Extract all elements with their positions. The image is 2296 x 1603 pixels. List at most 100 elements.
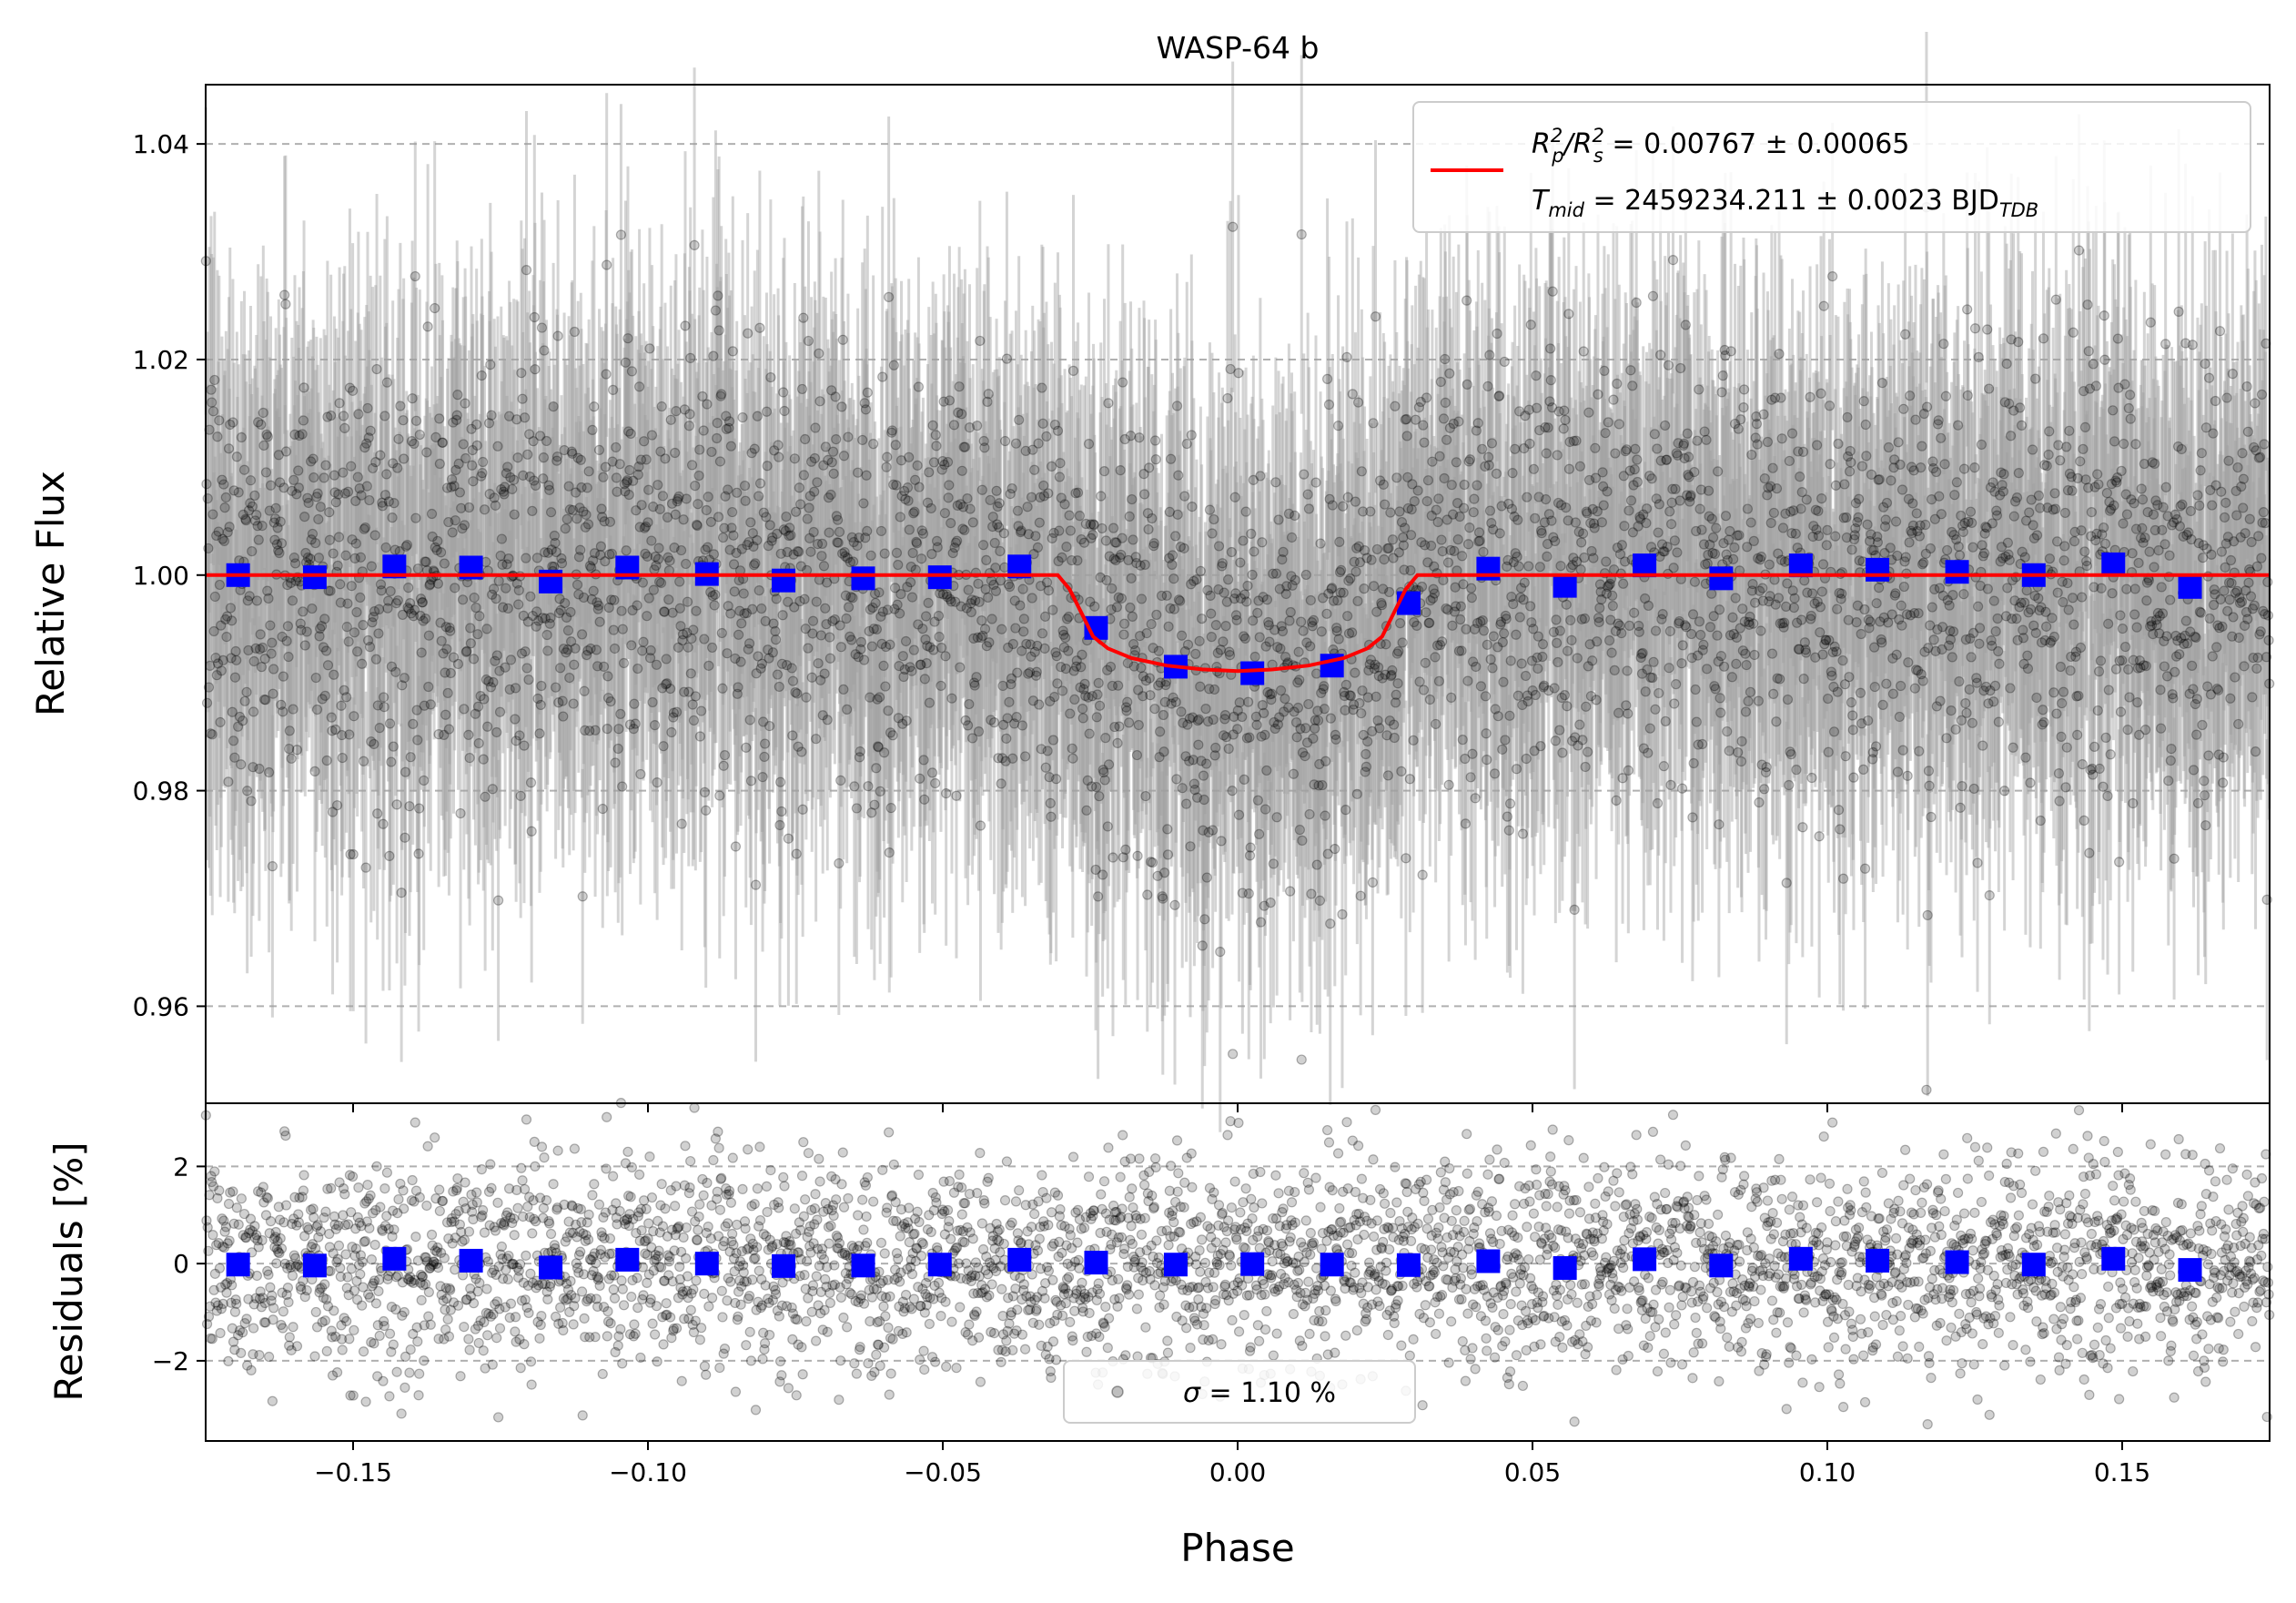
flux-point — [248, 762, 258, 773]
flux-point — [638, 636, 649, 647]
flux-point — [595, 550, 606, 561]
flux-point — [342, 598, 353, 609]
flux-point — [573, 552, 585, 563]
flux-point — [453, 458, 464, 470]
flux-point — [326, 712, 337, 723]
flux-point — [315, 502, 326, 512]
flux-point — [712, 418, 723, 429]
flux-point — [579, 685, 590, 696]
flux-point — [671, 406, 682, 417]
flux-point — [236, 431, 247, 443]
flux-point — [264, 766, 275, 778]
flux-point — [416, 647, 427, 658]
flux-point — [374, 723, 385, 734]
flux-point — [681, 558, 692, 570]
flux-point — [534, 728, 545, 739]
flux-point — [653, 543, 664, 553]
flux-point — [629, 698, 640, 709]
flux-point — [743, 638, 755, 649]
flux-point — [409, 438, 420, 450]
flux-point — [327, 807, 339, 817]
flux-point — [985, 494, 996, 506]
flux-point — [214, 415, 225, 426]
flux-point — [223, 443, 235, 454]
flux-point — [536, 680, 547, 692]
flux-point — [522, 449, 533, 460]
flux-point — [322, 411, 333, 422]
flux-point — [521, 553, 531, 563]
flux-point — [801, 692, 812, 703]
flux-point — [680, 320, 691, 331]
flux-point — [879, 548, 890, 559]
flux-point — [345, 848, 356, 860]
flux-point — [351, 606, 362, 618]
flux-point — [408, 718, 419, 729]
flux-point — [465, 623, 476, 634]
flux-point — [480, 674, 491, 685]
flux-point — [555, 604, 566, 615]
flux-point — [996, 624, 1007, 634]
flux-point — [915, 773, 925, 784]
flux-point — [287, 595, 298, 606]
flux-point — [532, 693, 543, 705]
flux-point — [260, 695, 271, 705]
flux-point — [507, 483, 518, 494]
flux-point — [483, 418, 495, 429]
flux-point — [324, 507, 335, 518]
flux-point — [596, 503, 607, 514]
flux-point — [425, 699, 436, 710]
flux-point — [514, 730, 525, 741]
flux-point — [561, 513, 572, 524]
flux-point — [379, 411, 390, 421]
flux-point — [575, 544, 586, 555]
flux-point — [348, 848, 359, 860]
flux-point — [871, 763, 882, 774]
flux-point — [777, 610, 788, 621]
flux-point — [920, 611, 932, 622]
flux-point — [395, 401, 406, 411]
flux-point — [339, 685, 349, 695]
flux-point — [774, 776, 786, 787]
flux-point — [707, 642, 718, 654]
flux-point — [273, 545, 284, 556]
flux-point — [518, 610, 529, 621]
flux-point — [665, 414, 676, 425]
flux-point — [437, 437, 448, 448]
flux-point — [255, 629, 266, 640]
flux-point — [652, 777, 663, 788]
flux-point — [919, 794, 930, 805]
flux-point — [874, 692, 885, 703]
flux-point — [412, 735, 423, 746]
flux-point — [363, 634, 374, 646]
flux-point — [251, 595, 262, 606]
flux-point — [816, 551, 827, 562]
flux-point — [259, 654, 270, 665]
flux-point — [321, 755, 332, 766]
flux-point — [635, 768, 646, 780]
flux-point — [504, 684, 515, 695]
flux-point — [375, 450, 386, 461]
flux-point — [627, 604, 638, 616]
flux-point — [615, 708, 626, 719]
flux-point — [931, 441, 942, 451]
flux-point — [280, 299, 291, 309]
flux-point — [942, 456, 954, 468]
flux-point — [324, 534, 335, 545]
flux-point — [307, 603, 318, 614]
flux-point — [642, 551, 653, 562]
flux-point — [597, 803, 608, 815]
flux-point — [410, 415, 422, 426]
flux-point — [289, 558, 301, 569]
flux-point — [609, 643, 621, 654]
flux-point — [561, 647, 571, 658]
flux-point — [284, 725, 295, 736]
flux-point — [663, 594, 674, 605]
flux-point — [306, 456, 317, 467]
flux-point — [770, 625, 781, 637]
flux-point — [251, 509, 262, 521]
flux-point — [802, 513, 813, 524]
flux-point — [450, 515, 460, 526]
flux-point — [336, 700, 347, 711]
flux-point — [733, 682, 743, 693]
flux-point — [652, 480, 663, 491]
